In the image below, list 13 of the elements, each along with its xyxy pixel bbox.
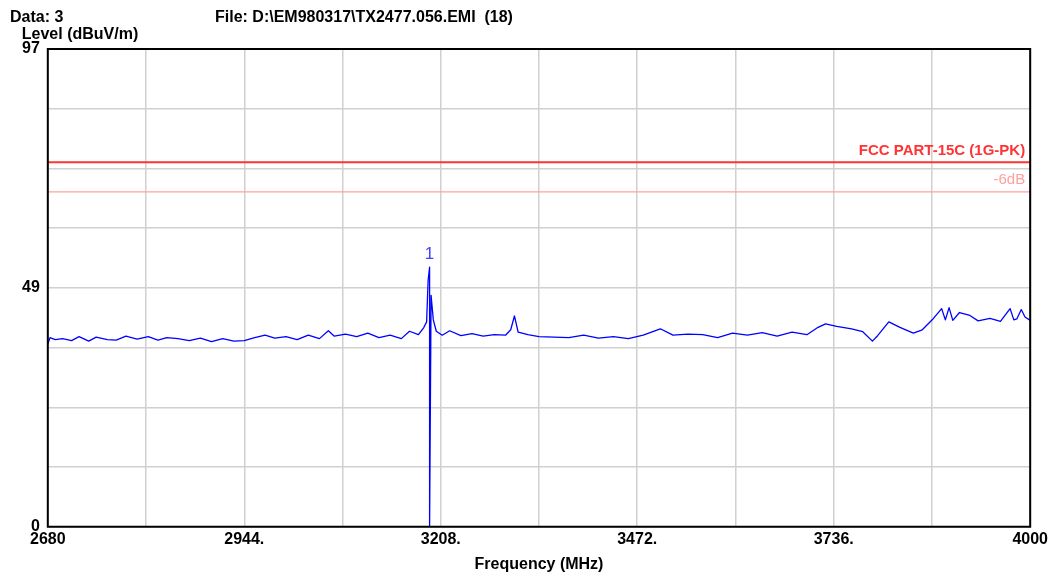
x-tick-label: 3472. [617, 529, 658, 547]
x-axis-title: Frequency (MHz) [474, 555, 604, 573]
ref-line-label: -6dB [993, 170, 1026, 188]
text: Data: 3 [10, 8, 64, 26]
annotation: 1 [424, 244, 435, 264]
x-tick-label: 3736. [813, 529, 854, 547]
x-tick-label: 4000 [1012, 529, 1049, 547]
ref-line-label: FCC PART-15C (1G-PK) [858, 140, 1026, 158]
y-tick-label: 49 [22, 278, 40, 296]
y-tick-label: 97 [22, 39, 40, 57]
x-tick-label: 3208. [420, 529, 461, 547]
text: File: D:\EM980317\TX2477.056.EMI (18) [215, 8, 513, 26]
x-tick-label: 2944. [224, 529, 265, 547]
